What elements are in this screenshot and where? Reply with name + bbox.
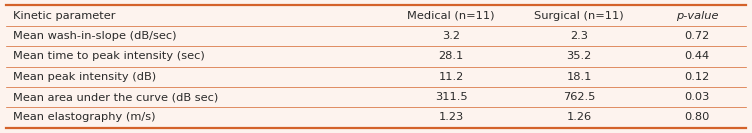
Text: 28.1: 28.1 <box>438 51 464 61</box>
Text: Mean peak intensity (dB): Mean peak intensity (dB) <box>13 72 156 82</box>
Text: Mean wash-in-slope (dB/sec): Mean wash-in-slope (dB/sec) <box>13 31 176 41</box>
Text: Mean area under the curve (dB sec): Mean area under the curve (dB sec) <box>13 92 218 102</box>
Text: 0.44: 0.44 <box>684 51 710 61</box>
Text: p-value: p-value <box>676 11 718 20</box>
Text: 2.3: 2.3 <box>570 31 588 41</box>
Text: Mean elastography (m/s): Mean elastography (m/s) <box>13 113 155 122</box>
Text: 35.2: 35.2 <box>566 51 592 61</box>
Text: 0.12: 0.12 <box>684 72 710 82</box>
Text: 0.72: 0.72 <box>684 31 710 41</box>
Text: 3.2: 3.2 <box>442 31 460 41</box>
Text: Mean time to peak intensity (sec): Mean time to peak intensity (sec) <box>13 51 205 61</box>
Text: 0.80: 0.80 <box>684 113 710 122</box>
Text: 762.5: 762.5 <box>562 92 596 102</box>
Text: 1.23: 1.23 <box>438 113 464 122</box>
Text: Kinetic parameter: Kinetic parameter <box>13 11 115 20</box>
Text: 0.03: 0.03 <box>684 92 710 102</box>
Text: 11.2: 11.2 <box>438 72 464 82</box>
Text: 1.26: 1.26 <box>566 113 592 122</box>
Text: 18.1: 18.1 <box>566 72 592 82</box>
Text: 311.5: 311.5 <box>435 92 468 102</box>
Text: Surgical (n=11): Surgical (n=11) <box>534 11 624 20</box>
Text: Medical (n=11): Medical (n=11) <box>408 11 495 20</box>
